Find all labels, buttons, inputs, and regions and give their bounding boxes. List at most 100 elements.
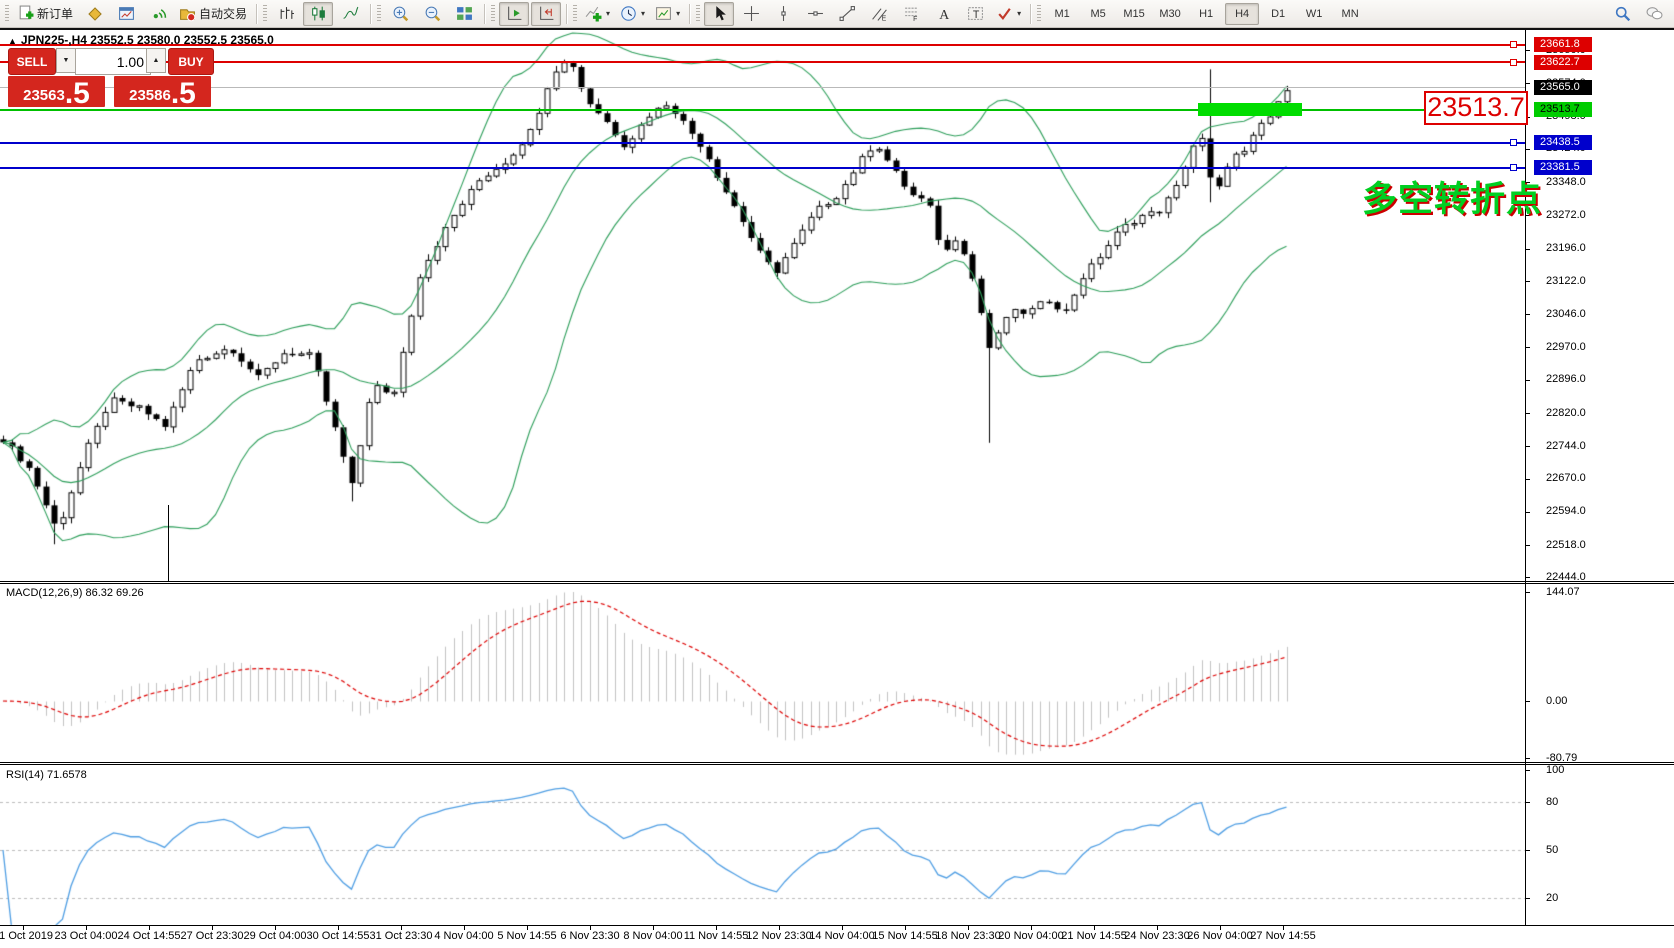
price-tick: 23122.0 — [1546, 274, 1586, 287]
toolbar-grip-handle[interactable] — [1037, 4, 1042, 23]
toolbar-separator — [256, 3, 259, 24]
time-axis-tick — [275, 925, 276, 930]
volume-increase-button[interactable]: ▲ — [146, 48, 166, 73]
timeframe-m15-button[interactable]: M15 — [1123, 7, 1145, 20]
line-anchor-marker[interactable] — [1510, 164, 1517, 172]
ohlc-text: JPN225-,H4 23552.5 23580.0 23552.5 23565… — [20, 33, 274, 47]
bar-chart-button[interactable] — [271, 2, 301, 26]
price-tickmark — [1526, 182, 1530, 184]
pane-divider[interactable] — [0, 583, 1674, 584]
vertical-line-button[interactable] — [768, 2, 798, 26]
time-axis-label: 8 Nov 04:00 — [623, 930, 683, 942]
zoom-in-button[interactable] — [385, 2, 415, 26]
tile-windows-button[interactable] — [449, 2, 479, 26]
rsi-axis-tick: 100 — [1546, 763, 1565, 776]
toolbar-grip-handle[interactable] — [491, 4, 496, 23]
toolbar-right-group — [1606, 2, 1670, 26]
periods-button[interactable]: ▾ — [616, 2, 649, 26]
chart-shift-icon — [538, 5, 555, 22]
equidistant-channel-icon: E — [871, 5, 888, 22]
auto-trading-button[interactable]: 自动交易 — [175, 2, 251, 26]
timeframe-m1-button[interactable]: M1 — [1054, 7, 1070, 20]
pane-divider[interactable] — [0, 581, 1674, 582]
price-tickmark — [1526, 281, 1530, 282]
horizontal-level-line[interactable] — [0, 43, 1525, 46]
vertical-line-object[interactable] — [168, 505, 169, 581]
price-tickmark — [1526, 413, 1530, 415]
market-watch-button[interactable] — [79, 2, 109, 26]
auto-scroll-button[interactable] — [499, 1, 530, 26]
line-chart-button[interactable] — [335, 2, 365, 26]
chart-shift-button[interactable] — [531, 1, 562, 26]
cursor-button[interactable] — [704, 1, 735, 26]
fibonacci-button[interactable]: F — [896, 2, 926, 26]
equidistant-channel-button[interactable]: E — [864, 2, 894, 26]
new-order-button[interactable]: 新订单 — [13, 2, 77, 26]
horizontal-line-button[interactable] — [800, 2, 830, 26]
toolbar-grip-handle[interactable] — [263, 4, 268, 23]
zoom-out-button[interactable] — [417, 2, 447, 26]
timeframe-d1-button[interactable]: D1 — [1271, 7, 1286, 20]
arrows-button[interactable]: ▾ — [992, 2, 1025, 26]
highlight-rectangle[interactable] — [1198, 103, 1302, 117]
volume-decrease-button[interactable]: ▼ — [56, 48, 76, 73]
pane-divider[interactable] — [0, 764, 1674, 765]
line-anchor-marker[interactable] — [1510, 58, 1517, 66]
time-axis-label: 24 Nov 23:30 — [1124, 930, 1190, 942]
volume-input[interactable] — [75, 48, 151, 75]
dropdown-caret-icon: ▾ — [606, 9, 611, 18]
price-annotation-box[interactable]: 23513.7 — [1424, 91, 1528, 125]
search-button[interactable] — [1607, 2, 1637, 26]
chart-ohlc-header: ▲ JPN225-,H4 23552.5 23580.0 23552.5 2356… — [8, 33, 274, 47]
signals-button[interactable] — [143, 2, 173, 26]
crosshair-button[interactable] — [736, 2, 766, 26]
timeframe-h1-button[interactable]: H1 — [1199, 7, 1214, 20]
horizontal-level-line[interactable] — [0, 61, 1525, 64]
indicators-button[interactable]: ▾ — [581, 2, 614, 26]
text-label-button[interactable]: T — [960, 2, 990, 26]
chat-button[interactable] — [1639, 2, 1669, 26]
buy-price-dec: .5 — [170, 77, 196, 110]
pane-divider[interactable] — [0, 762, 1674, 763]
timeframe-h4-button[interactable]: H4 — [1225, 2, 1260, 25]
toolbar-grip-handle[interactable] — [573, 4, 578, 23]
buy-button[interactable]: BUY — [168, 48, 214, 75]
horizontal-level-line[interactable] — [0, 141, 1525, 144]
toolbar-separator — [484, 3, 487, 24]
time-axis-tick — [1283, 925, 1284, 930]
line-anchor-marker[interactable] — [1510, 41, 1517, 49]
horizontal-level-line[interactable] — [0, 166, 1525, 169]
time-axis-label: 20 Nov 04:00 — [998, 930, 1064, 942]
timeframe-w1-button[interactable]: W1 — [1305, 7, 1323, 20]
time-axis-label: 18 Nov 23:30 — [935, 930, 1001, 942]
trendline-button[interactable] — [832, 2, 862, 26]
timeframe-m5-button[interactable]: M5 — [1090, 7, 1106, 20]
candlestick-chart-button[interactable] — [303, 1, 334, 26]
turning-point-text[interactable]: 多空转折点 — [1362, 180, 1543, 219]
toolbar-grip-handle[interactable] — [5, 4, 9, 23]
sell-price-quote[interactable]: 23563.5 — [8, 76, 105, 109]
timeframe-m30-button[interactable]: M30 — [1159, 7, 1181, 20]
text-button[interactable]: A — [928, 2, 958, 26]
time-axis-label: 21 Oct 2019 — [0, 930, 53, 942]
toolbar-grip-handle[interactable] — [696, 4, 701, 23]
horizontal-line-icon — [807, 5, 824, 22]
templates-icon — [655, 5, 672, 22]
rsi-axis-tick: 80 — [1546, 795, 1559, 808]
line-anchor-marker[interactable] — [1510, 139, 1517, 147]
horizontal-level-line[interactable] — [0, 108, 1525, 111]
templates-button[interactable]: ▾ — [651, 2, 684, 26]
signals-icon — [150, 5, 167, 22]
price-tickmark — [1526, 116, 1530, 118]
timeframe-mn-button[interactable]: MN — [1341, 7, 1359, 20]
time-axis-tick — [338, 925, 339, 930]
new-chart-button[interactable] — [111, 2, 141, 26]
time-axis-tick — [590, 925, 591, 930]
sell-button[interactable]: SELL — [8, 48, 56, 75]
horizontal-level-line[interactable] — [0, 87, 1525, 89]
toolbar-grip-handle[interactable] — [377, 4, 382, 23]
price-level-label: 23513.7 — [1534, 102, 1592, 118]
buy-price-quote[interactable]: 23586.5 — [114, 76, 211, 110]
time-axis-tick — [23, 925, 24, 930]
